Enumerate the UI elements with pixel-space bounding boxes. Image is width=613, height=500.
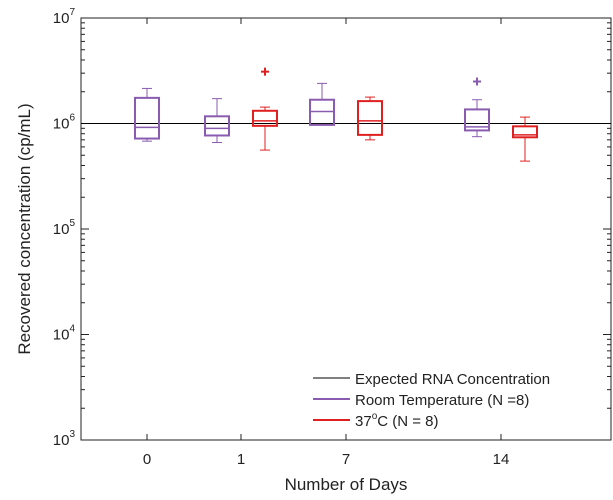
box-0-1: [204, 98, 230, 144]
x-axis-ticks: 0 1 7 14: [143, 18, 510, 468]
plot-area: [80, 17, 612, 441]
legend-label-reference: Expected RNA Concentration: [355, 371, 550, 388]
box-1-1: [252, 67, 278, 151]
legend-label-37c-degree: o: [372, 411, 378, 422]
y-tick-label: 104: [53, 324, 76, 344]
x-tick-label: 0: [143, 451, 151, 468]
x-tick-label: 14: [493, 451, 510, 468]
y-axis-ticks: 103 104 105 106 107: [53, 7, 611, 449]
box-0-0: [134, 87, 160, 142]
y-tick-label: 106: [53, 113, 76, 133]
box-iqr: [204, 115, 230, 137]
box-iqr: [309, 98, 335, 126]
box-1-7: [357, 96, 383, 141]
y-tick-label: 103: [53, 429, 76, 449]
box-iqr: [252, 109, 278, 127]
x-axis-label: Number of Days: [285, 475, 408, 494]
box-iqr: [512, 125, 538, 139]
y-axis-label: Recovered concentration (cp/mL): [15, 103, 34, 354]
box-iqr: [464, 108, 490, 132]
x-tick-label: 7: [342, 451, 350, 468]
y-tick-label: 107: [53, 7, 76, 27]
boxes: [134, 67, 538, 162]
y-tick-label: 105: [53, 218, 76, 238]
legend-label-37c: 37oC (N = 8): [355, 411, 439, 430]
box-iqr: [134, 96, 160, 140]
legend: Expected RNA Concentration Room Temperat…: [313, 371, 550, 430]
legend-label-37c-unit: C (N = 8): [377, 413, 438, 430]
legend-label-room-temperature: Room Temperature (N =8): [355, 392, 529, 409]
x-tick-label: 1: [237, 451, 245, 468]
box-0-7: [309, 82, 335, 126]
box-0-14: [464, 77, 490, 138]
box-iqr: [357, 100, 383, 136]
legend-label-37c-number: 37: [355, 413, 372, 430]
box-1-14: [512, 116, 538, 162]
minor-ticks: [81, 22, 611, 409]
